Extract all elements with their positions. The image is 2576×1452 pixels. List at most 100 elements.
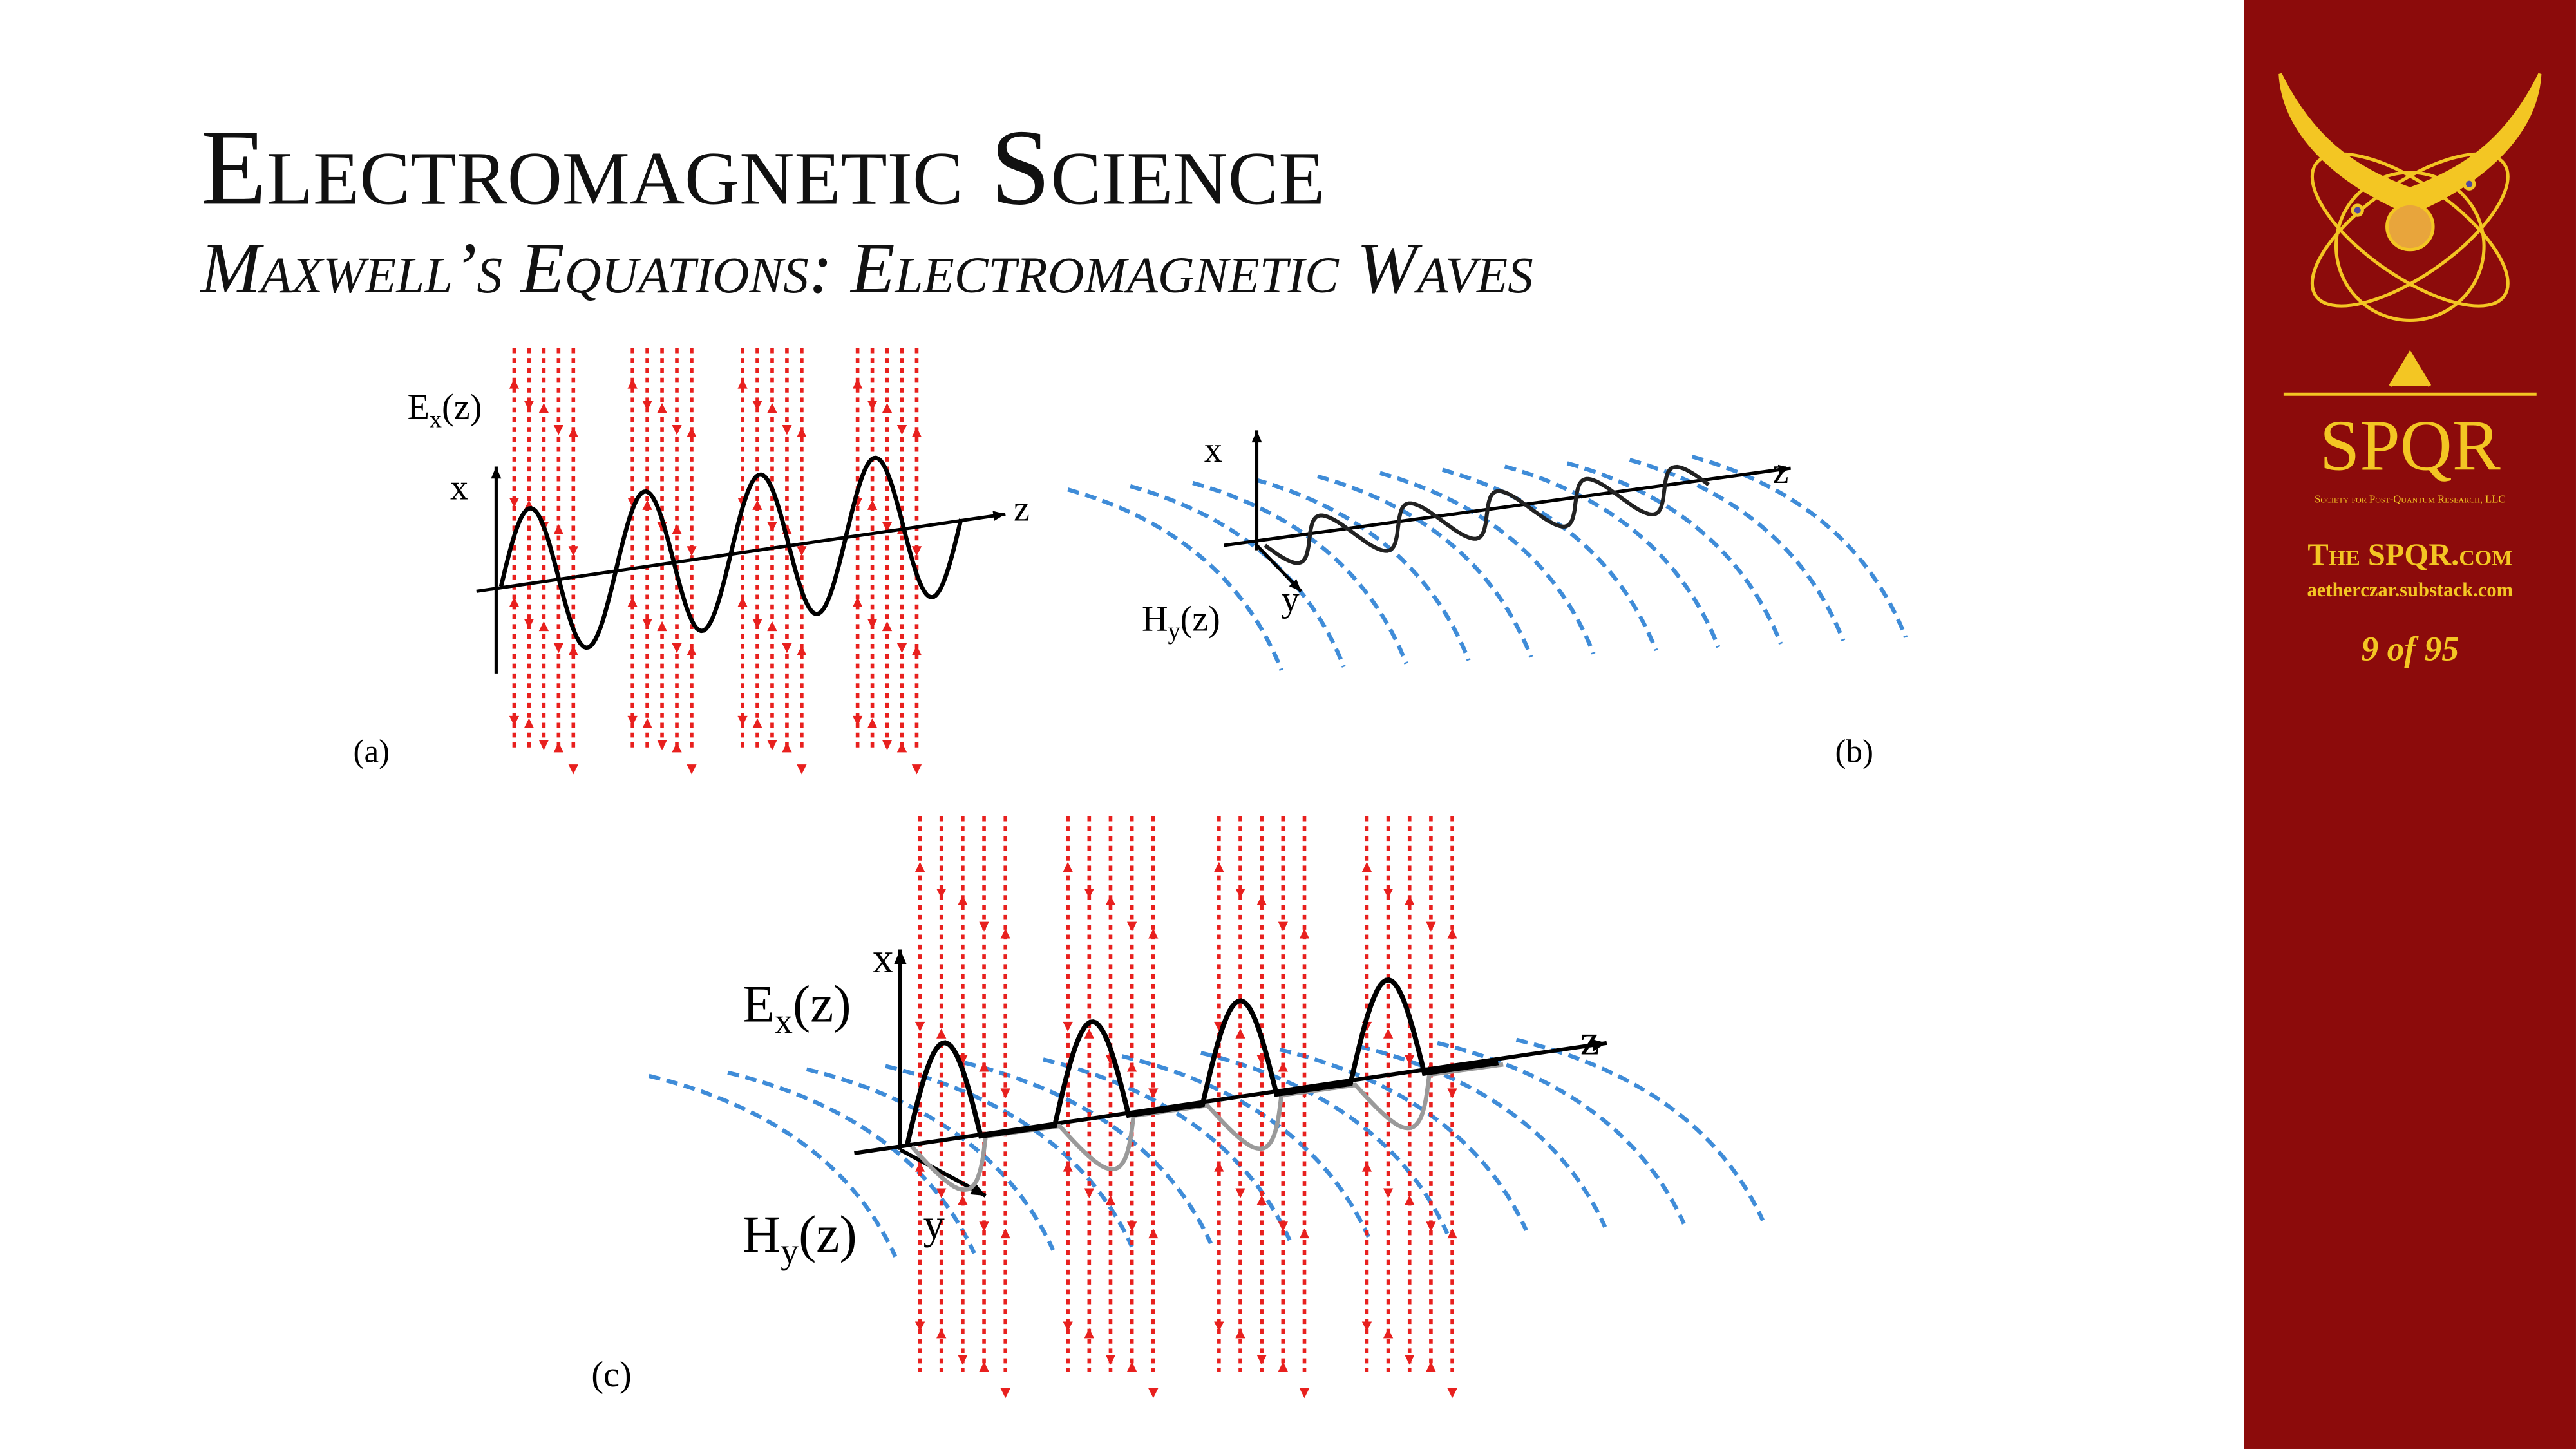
field-arrow — [911, 645, 922, 655]
field-arrow — [882, 621, 893, 632]
field-arrow — [642, 500, 652, 510]
field-arrow — [687, 764, 697, 775]
field-arrow — [936, 1328, 947, 1339]
field-arrow — [782, 425, 792, 435]
field-arrow — [1405, 895, 1415, 905]
field-arrow — [767, 740, 777, 750]
field-arc — [1130, 484, 1346, 668]
field-arrow — [553, 425, 564, 435]
field-arrow — [958, 1355, 968, 1365]
field-arrow — [914, 1162, 925, 1172]
field-arc — [727, 1070, 976, 1254]
figure-label: (a) — [353, 734, 390, 770]
field-arrow — [1426, 1221, 1436, 1232]
field-arrow — [1126, 1062, 1137, 1072]
field-arrow — [896, 742, 907, 753]
field-arrow — [1256, 1355, 1267, 1365]
field-arc — [1441, 467, 1658, 652]
field-label: Hy(z) — [1142, 599, 1220, 645]
field-arrow — [1000, 1088, 1010, 1098]
field-arrow — [958, 1195, 968, 1205]
field-arrow — [1278, 1062, 1288, 1072]
field-arrow — [752, 718, 762, 728]
field-arrow — [867, 500, 878, 510]
field-arrow — [911, 427, 922, 437]
axis-label: y — [1282, 580, 1300, 619]
field-arrow — [509, 597, 520, 607]
field-label: Ex(z) — [408, 388, 482, 433]
field-arrow — [553, 524, 564, 534]
field-arrow — [914, 862, 925, 872]
field-arrow — [882, 522, 893, 532]
field-arrow — [782, 742, 792, 753]
site: The SPQR.com — [2307, 538, 2512, 572]
field-arrow — [1148, 1388, 1159, 1399]
field-arrow — [936, 1188, 947, 1198]
field-sub: y — [781, 1232, 799, 1272]
field-arrow — [1126, 1221, 1137, 1232]
field-arrow — [767, 621, 777, 632]
axis-arrow — [1591, 1039, 1607, 1051]
field-arrow — [1278, 921, 1288, 932]
field-arrow — [568, 764, 578, 775]
field-arrow — [1000, 1228, 1010, 1239]
field-arrow — [672, 643, 682, 654]
field-arc — [1317, 474, 1533, 658]
field-arc — [1200, 1051, 1450, 1235]
field-arrow — [538, 402, 549, 413]
field-arrow — [1214, 1321, 1224, 1332]
field-arrow — [1214, 862, 1224, 872]
field-arrow — [687, 546, 697, 556]
axis-arrow — [1289, 579, 1302, 592]
field-arc — [1043, 1057, 1292, 1241]
field-sub: y — [1168, 618, 1180, 645]
field-sub: x — [775, 1002, 793, 1042]
field-arrow — [642, 401, 652, 411]
field-arrow — [687, 645, 697, 655]
field-arrow — [657, 621, 667, 632]
axis-label: z — [1773, 451, 1789, 491]
field-arrow — [1105, 1355, 1116, 1365]
field-arrow — [1256, 895, 1267, 905]
field-arrow — [568, 427, 578, 437]
field-arrow — [752, 401, 762, 411]
field-main: H — [743, 1205, 781, 1263]
organization: Society for Post-Quantum Research, LLC — [2315, 493, 2505, 505]
field-arrow — [797, 764, 807, 775]
subtitle: Maxwell’s Equations: Electromagnetic Wav… — [199, 229, 1533, 308]
field-arrow — [1148, 1228, 1159, 1239]
field-rest: (z) — [793, 975, 851, 1033]
field-arrow — [1256, 1055, 1267, 1065]
field-arrow — [1299, 1388, 1310, 1399]
field-arrow — [672, 742, 682, 753]
field-arc — [1437, 1041, 1686, 1225]
field-arrow — [553, 643, 564, 654]
field-arc — [1358, 1044, 1607, 1228]
field-arrow — [1000, 1388, 1010, 1399]
field-arrow — [538, 740, 549, 750]
field-arrow — [936, 1028, 947, 1039]
axis — [1224, 466, 1791, 547]
field-arrow — [509, 715, 520, 726]
field-arc — [1379, 471, 1596, 655]
field-arrow — [1405, 1055, 1415, 1065]
field-arrow — [627, 597, 638, 607]
field-arrow — [1383, 1188, 1394, 1198]
field-arrow — [797, 427, 807, 437]
field-arc — [1515, 1037, 1765, 1221]
field-arrow — [1278, 1361, 1288, 1372]
field-arrow — [1148, 1088, 1159, 1098]
axis-label: x — [873, 935, 894, 982]
field-arrow — [642, 718, 652, 728]
field-rest: (z) — [799, 1205, 857, 1263]
field-arrow — [509, 498, 520, 508]
field-arrow — [767, 522, 777, 532]
figure-label: (b) — [1835, 734, 1873, 770]
field-arrow — [896, 425, 907, 435]
field-arrow — [657, 402, 667, 413]
field-arrow — [672, 524, 682, 534]
field-arrow — [1235, 1328, 1245, 1339]
field-arrow — [1126, 921, 1137, 932]
field-arrow — [1361, 1321, 1372, 1332]
field-arrow — [687, 427, 697, 437]
